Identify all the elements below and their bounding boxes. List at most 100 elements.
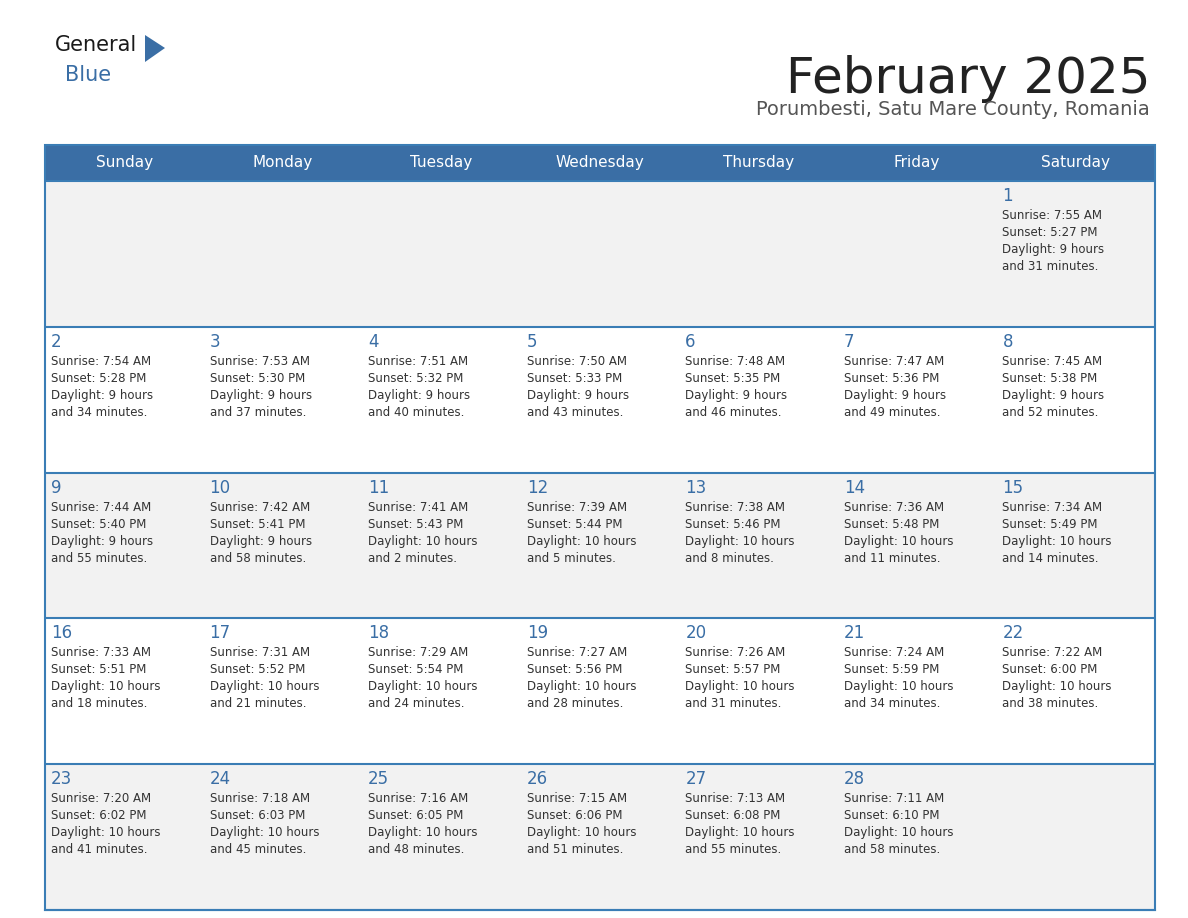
Text: Wednesday: Wednesday	[556, 155, 644, 171]
Bar	[45, 619, 203, 764]
Text: Sunset: 6:00 PM: Sunset: 6:00 PM	[1003, 664, 1098, 677]
Text: Sunset: 5:57 PM: Sunset: 5:57 PM	[685, 664, 781, 677]
Text: and 51 minutes.: and 51 minutes.	[526, 844, 623, 856]
Text: Daylight: 9 hours: Daylight: 9 hours	[1003, 389, 1105, 402]
Bar	[203, 181, 362, 327]
Text: Daylight: 10 hours: Daylight: 10 hours	[368, 680, 478, 693]
Text: Saturday: Saturday	[1041, 155, 1111, 171]
Text: Sunset: 5:59 PM: Sunset: 5:59 PM	[843, 664, 940, 677]
Text: 12: 12	[526, 478, 548, 497]
Text: and 2 minutes.: and 2 minutes.	[368, 552, 457, 565]
Bar	[45, 764, 203, 910]
Text: and 11 minutes.: and 11 minutes.	[843, 552, 941, 565]
Bar	[362, 473, 520, 619]
Text: Sunrise: 7:39 AM: Sunrise: 7:39 AM	[526, 500, 627, 513]
Text: Sunset: 5:48 PM: Sunset: 5:48 PM	[843, 518, 940, 531]
Text: and 41 minutes.: and 41 minutes.	[51, 844, 147, 856]
Text: General: General	[55, 35, 138, 55]
Bar	[838, 619, 997, 764]
Text: Sunset: 5:28 PM: Sunset: 5:28 PM	[51, 372, 146, 385]
Text: 16: 16	[51, 624, 72, 643]
Text: Daylight: 9 hours: Daylight: 9 hours	[51, 534, 153, 548]
Bar	[838, 473, 997, 619]
Bar	[203, 764, 362, 910]
Text: Sunrise: 7:33 AM: Sunrise: 7:33 AM	[51, 646, 151, 659]
Bar	[203, 327, 362, 473]
Text: Thursday: Thursday	[723, 155, 794, 171]
Text: 14: 14	[843, 478, 865, 497]
Text: 19: 19	[526, 624, 548, 643]
Text: Daylight: 10 hours: Daylight: 10 hours	[1003, 534, 1112, 548]
Text: Sunset: 5:46 PM: Sunset: 5:46 PM	[685, 518, 781, 531]
Bar	[45, 145, 1155, 910]
Text: 11: 11	[368, 478, 390, 497]
Bar	[838, 764, 997, 910]
Text: and 18 minutes.: and 18 minutes.	[51, 698, 147, 711]
Text: and 58 minutes.: and 58 minutes.	[843, 844, 940, 856]
Text: 3: 3	[209, 333, 220, 351]
Text: Sunset: 5:32 PM: Sunset: 5:32 PM	[368, 372, 463, 385]
Text: 2: 2	[51, 333, 62, 351]
Text: Daylight: 10 hours: Daylight: 10 hours	[526, 534, 637, 548]
Text: Sunrise: 7:54 AM: Sunrise: 7:54 AM	[51, 354, 151, 368]
Text: and 38 minutes.: and 38 minutes.	[1003, 698, 1099, 711]
Text: and 24 minutes.: and 24 minutes.	[368, 698, 465, 711]
Text: 8: 8	[1003, 333, 1013, 351]
Text: Daylight: 9 hours: Daylight: 9 hours	[368, 389, 470, 402]
Text: and 46 minutes.: and 46 minutes.	[685, 406, 782, 419]
Text: 9: 9	[51, 478, 62, 497]
Text: Daylight: 10 hours: Daylight: 10 hours	[843, 826, 953, 839]
Text: and 45 minutes.: and 45 minutes.	[209, 844, 307, 856]
Text: Sunrise: 7:22 AM: Sunrise: 7:22 AM	[1003, 646, 1102, 659]
Text: and 34 minutes.: and 34 minutes.	[843, 698, 940, 711]
Bar	[997, 181, 1155, 327]
Text: Sunset: 5:44 PM: Sunset: 5:44 PM	[526, 518, 623, 531]
Text: Tuesday: Tuesday	[410, 155, 473, 171]
Text: Daylight: 9 hours: Daylight: 9 hours	[209, 534, 311, 548]
Bar	[838, 181, 997, 327]
Text: and 55 minutes.: and 55 minutes.	[685, 844, 782, 856]
Text: Daylight: 10 hours: Daylight: 10 hours	[51, 826, 160, 839]
Text: Sunrise: 7:47 AM: Sunrise: 7:47 AM	[843, 354, 944, 368]
Bar	[997, 327, 1155, 473]
Text: Sunrise: 7:29 AM: Sunrise: 7:29 AM	[368, 646, 468, 659]
Text: Sunrise: 7:51 AM: Sunrise: 7:51 AM	[368, 354, 468, 368]
Text: Daylight: 9 hours: Daylight: 9 hours	[526, 389, 628, 402]
Text: and 28 minutes.: and 28 minutes.	[526, 698, 623, 711]
Text: Sunrise: 7:44 AM: Sunrise: 7:44 AM	[51, 500, 151, 513]
Bar	[997, 619, 1155, 764]
Bar	[45, 473, 203, 619]
Text: 15: 15	[1003, 478, 1024, 497]
Text: and 21 minutes.: and 21 minutes.	[209, 698, 307, 711]
Text: Sunrise: 7:11 AM: Sunrise: 7:11 AM	[843, 792, 944, 805]
Bar	[362, 764, 520, 910]
Text: 21: 21	[843, 624, 865, 643]
Text: and 52 minutes.: and 52 minutes.	[1003, 406, 1099, 419]
Bar	[838, 327, 997, 473]
Text: 4: 4	[368, 333, 379, 351]
Bar	[520, 473, 680, 619]
Text: 28: 28	[843, 770, 865, 789]
Text: Sunrise: 7:53 AM: Sunrise: 7:53 AM	[209, 354, 310, 368]
Bar	[520, 619, 680, 764]
Text: 20: 20	[685, 624, 707, 643]
Text: Sunrise: 7:36 AM: Sunrise: 7:36 AM	[843, 500, 944, 513]
Text: Sunrise: 7:42 AM: Sunrise: 7:42 AM	[209, 500, 310, 513]
Text: Sunrise: 7:24 AM: Sunrise: 7:24 AM	[843, 646, 944, 659]
Text: Friday: Friday	[893, 155, 941, 171]
Text: Sunrise: 7:15 AM: Sunrise: 7:15 AM	[526, 792, 627, 805]
Bar	[45, 327, 203, 473]
Text: Sunset: 6:02 PM: Sunset: 6:02 PM	[51, 809, 146, 823]
Text: Sunrise: 7:20 AM: Sunrise: 7:20 AM	[51, 792, 151, 805]
Bar	[520, 764, 680, 910]
Text: 5: 5	[526, 333, 537, 351]
Text: Sunset: 6:08 PM: Sunset: 6:08 PM	[685, 809, 781, 823]
Polygon shape	[145, 35, 165, 62]
Text: Daylight: 10 hours: Daylight: 10 hours	[685, 826, 795, 839]
Bar	[680, 327, 838, 473]
Text: Sunset: 5:56 PM: Sunset: 5:56 PM	[526, 664, 623, 677]
Text: Sunset: 5:36 PM: Sunset: 5:36 PM	[843, 372, 940, 385]
Text: and 43 minutes.: and 43 minutes.	[526, 406, 623, 419]
Bar	[680, 473, 838, 619]
Text: and 49 minutes.: and 49 minutes.	[843, 406, 941, 419]
